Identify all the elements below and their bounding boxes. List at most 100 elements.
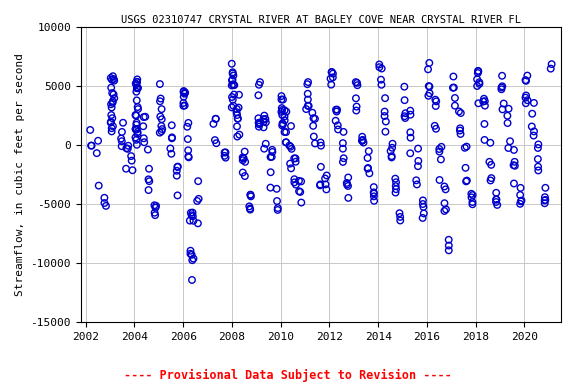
Point	[406, 112, 415, 118]
Point	[131, 134, 140, 141]
Point	[541, 185, 550, 191]
Point	[327, 69, 336, 75]
Point	[331, 118, 340, 124]
Point	[273, 207, 282, 213]
Point	[290, 156, 299, 162]
Point	[473, 68, 483, 74]
Point	[364, 148, 373, 154]
Point	[278, 122, 287, 129]
Point	[187, 277, 196, 283]
Point	[400, 84, 409, 90]
Point	[297, 178, 306, 184]
Point	[240, 173, 249, 179]
Point	[221, 149, 230, 156]
Point	[435, 146, 444, 152]
Point	[132, 137, 141, 143]
Point	[273, 205, 282, 211]
Point	[246, 192, 255, 198]
Point	[173, 164, 182, 170]
Point	[509, 162, 518, 168]
Point	[504, 106, 513, 112]
Point	[155, 129, 164, 136]
Point	[461, 178, 471, 184]
Point	[107, 104, 116, 111]
Point	[232, 123, 241, 129]
Point	[124, 143, 133, 149]
Point	[144, 187, 153, 193]
Point	[245, 203, 254, 209]
Point	[505, 138, 514, 144]
Point	[172, 172, 181, 179]
Point	[357, 137, 366, 144]
Point	[131, 126, 140, 132]
Point	[395, 210, 404, 216]
Point	[498, 83, 507, 89]
Point	[406, 108, 415, 114]
Point	[369, 193, 378, 199]
Point	[139, 123, 148, 129]
Point	[179, 88, 188, 94]
Point	[332, 108, 341, 114]
Point	[233, 116, 242, 122]
Point	[117, 143, 126, 149]
Point	[239, 155, 248, 161]
Point	[369, 189, 378, 195]
Point	[280, 113, 289, 119]
Point	[184, 147, 193, 153]
Point	[303, 91, 312, 97]
Point	[363, 166, 372, 172]
Point	[187, 252, 196, 258]
Point	[286, 144, 295, 150]
Point	[157, 116, 166, 122]
Point	[455, 127, 464, 134]
Point	[509, 180, 518, 187]
Point	[290, 179, 299, 185]
Point	[391, 189, 400, 195]
Point	[534, 167, 543, 174]
Point	[227, 83, 236, 89]
Point	[388, 145, 397, 151]
Point	[228, 69, 237, 75]
Point	[278, 107, 287, 113]
Point	[229, 82, 238, 88]
Point	[521, 93, 530, 99]
Point	[533, 145, 543, 151]
Point	[194, 196, 203, 202]
Point	[287, 146, 296, 152]
Point	[436, 156, 445, 162]
Point	[108, 123, 118, 129]
Point	[529, 128, 539, 134]
Point	[227, 104, 236, 111]
Point	[310, 141, 320, 147]
Point	[412, 181, 422, 187]
Point	[327, 81, 336, 88]
Point	[475, 79, 484, 85]
Point	[468, 199, 477, 205]
Point	[510, 159, 519, 165]
Point	[228, 77, 237, 83]
Point	[180, 103, 190, 109]
Point	[132, 97, 141, 103]
Point	[498, 73, 507, 79]
Point	[272, 198, 282, 204]
Point	[132, 76, 142, 83]
Point	[290, 176, 299, 182]
Point	[233, 134, 242, 140]
Point	[107, 84, 116, 91]
Point	[521, 77, 530, 83]
Point	[246, 192, 255, 198]
Point	[230, 82, 239, 88]
Point	[229, 81, 238, 88]
Point	[286, 165, 295, 171]
Point	[194, 178, 203, 184]
Point	[212, 140, 221, 146]
Point	[450, 103, 460, 109]
Point	[291, 182, 301, 188]
Point	[448, 84, 457, 91]
Point	[472, 76, 482, 82]
Point	[328, 74, 338, 80]
Point	[425, 60, 434, 66]
Point	[238, 155, 248, 161]
Point	[150, 210, 159, 216]
Point	[259, 119, 268, 125]
